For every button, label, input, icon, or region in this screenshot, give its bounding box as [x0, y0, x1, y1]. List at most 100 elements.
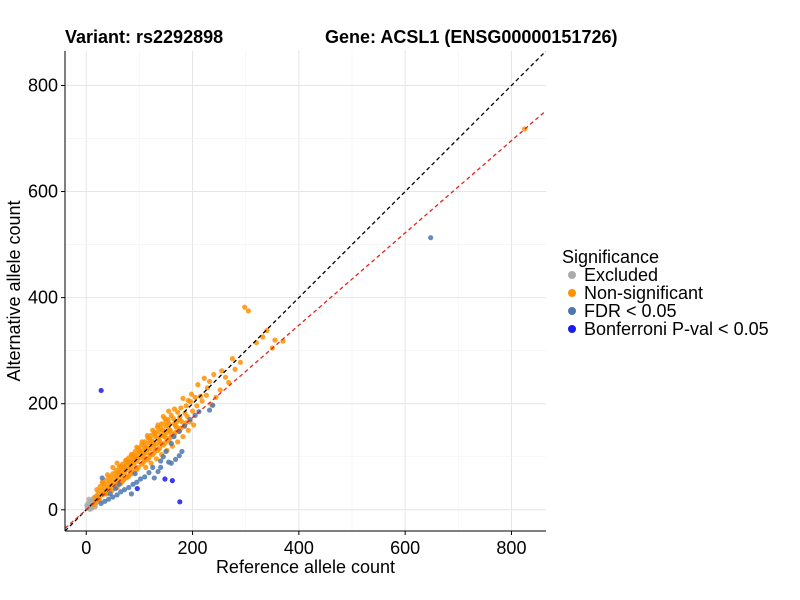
point-fdr-0-05 [172, 456, 179, 462]
point-fdr-0-05 [137, 476, 144, 482]
point-non-significant [144, 432, 150, 439]
point-fdr-0-05 [132, 471, 138, 477]
point-fdr-0-05 [151, 475, 157, 481]
point-non-significant [99, 479, 105, 485]
x-tick-label: 0 [81, 538, 91, 558]
point-non-significant [237, 359, 243, 365]
point-non-significant [166, 408, 172, 414]
point-non-significant [160, 413, 166, 420]
gene-title: Gene: ACSL1 (ENSG00000151726) [325, 27, 617, 47]
point-non-significant [191, 422, 197, 428]
axis-ticks: 0 200 400 600 800 0 200 400 600 800 [28, 75, 527, 558]
point-non-significant [92, 494, 98, 500]
point-non-significant [194, 403, 200, 409]
y-axis-title: Alternative allele count [4, 200, 24, 381]
point-non-significant [180, 433, 186, 440]
legend-label-fdr-0-05: FDR < 0.05 [584, 301, 677, 321]
point-non-significant [110, 471, 116, 477]
point-non-significant [94, 487, 100, 493]
point-non-significant [126, 473, 132, 479]
point-bonferroni-p-val-0-05 [177, 499, 183, 505]
fit-line [65, 110, 546, 529]
point-non-significant [204, 385, 211, 391]
point-non-significant [111, 475, 117, 481]
point-non-significant [272, 337, 278, 343]
point-non-significant [206, 378, 213, 385]
grid [65, 51, 546, 531]
point-non-significant [185, 397, 191, 404]
y-tick-label: 200 [28, 394, 58, 414]
point-non-significant [115, 470, 121, 476]
point-non-significant [242, 304, 248, 310]
point-non-significant [195, 382, 201, 388]
reference-lines [65, 51, 546, 531]
y-tick-label: 600 [28, 182, 58, 202]
legend-title: Significance [562, 247, 659, 267]
point-non-significant [125, 466, 131, 473]
point-non-significant [120, 464, 127, 470]
point-non-significant [134, 444, 140, 450]
point-fdr-0-05 [168, 440, 174, 447]
point-bonferroni-p-val-0-05 [98, 387, 104, 394]
point-non-significant [155, 436, 162, 442]
point-non-significant [201, 375, 207, 381]
point-non-significant [162, 440, 168, 446]
point-non-significant [264, 327, 270, 334]
point-fdr-0-05 [150, 464, 156, 470]
point-fdr-0-05 [146, 470, 152, 476]
legend-swatch-non-significant [568, 289, 576, 297]
point-non-significant [183, 403, 189, 409]
point-non-significant [222, 374, 229, 380]
point-non-significant [180, 395, 186, 402]
point-non-significant [245, 308, 251, 314]
point-non-significant [147, 437, 153, 443]
legend-swatch-fdr-0-05 [568, 307, 576, 315]
point-non-significant [185, 427, 191, 433]
point-fdr-0-05 [99, 475, 105, 481]
point-fdr-0-05 [98, 500, 104, 507]
point-fdr-0-05 [206, 407, 213, 413]
point-fdr-0-05 [116, 481, 122, 487]
point-fdr-0-05 [128, 491, 135, 497]
point-non-significant [189, 408, 196, 414]
x-tick-label: 800 [496, 538, 526, 558]
point-fdr-0-05 [163, 448, 169, 455]
legend-label-non-significant: Non-significant [584, 283, 703, 303]
point-bonferroni-p-val-0-05 [134, 485, 140, 492]
point-non-significant [163, 419, 169, 425]
point-non-significant [95, 491, 101, 497]
y-tick-label: 400 [28, 288, 58, 308]
point-non-significant [150, 441, 156, 447]
point-fdr-0-05 [166, 459, 172, 465]
point-non-significant [211, 371, 217, 378]
point-non-significant [203, 392, 209, 398]
point-fdr-0-05 [176, 453, 182, 459]
point-excluded [84, 502, 90, 509]
point-fdr-0-05 [179, 448, 185, 455]
variant-title: Variant: rs2292898 [65, 27, 223, 47]
point-non-significant [98, 488, 104, 494]
point-non-significant [192, 394, 198, 400]
point-non-significant [161, 431, 167, 438]
x-axis-title: Reference allele count [216, 557, 395, 577]
point-non-significant [118, 473, 124, 479]
point-non-significant [153, 456, 160, 462]
point-non-significant [132, 448, 138, 455]
point-non-significant [97, 483, 103, 490]
x-tick-label: 400 [284, 538, 314, 558]
point-non-significant [260, 334, 266, 340]
point-non-significant [171, 421, 178, 427]
point-non-significant [101, 484, 107, 491]
point-non-significant [110, 464, 116, 470]
point-fdr-0-05 [158, 464, 164, 470]
point-non-significant [108, 478, 114, 484]
point-non-significant [121, 470, 128, 476]
point-non-significant [104, 481, 111, 487]
points-layer [84, 126, 528, 512]
point-fdr-0-05 [181, 423, 188, 429]
point-fdr-0-05 [155, 468, 161, 475]
legend-swatch-excluded [568, 271, 576, 279]
point-non-significant [229, 356, 236, 362]
point-non-significant [135, 464, 141, 470]
point-non-significant [148, 460, 154, 466]
